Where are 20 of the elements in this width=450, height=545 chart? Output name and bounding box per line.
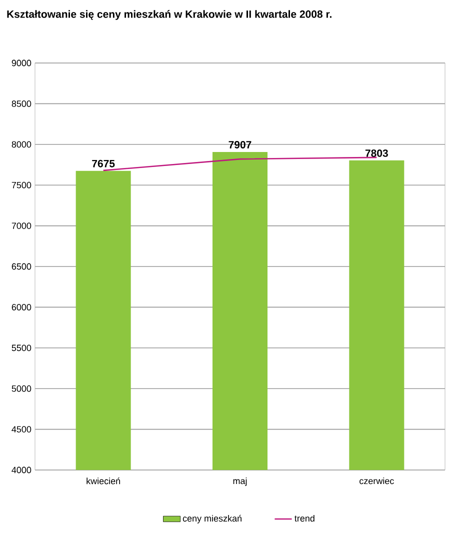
y-tick-label: 4500: [12, 426, 32, 432]
y-tick-label: 5500: [12, 344, 32, 352]
y-tick-label: 4000: [12, 466, 32, 474]
x-tick-label: czerwiec: [360, 478, 394, 484]
y-tick-label: 8500: [12, 100, 32, 107]
legend-label: trend: [294, 514, 314, 522]
y-tick-label: 5000: [12, 385, 32, 392]
y-tick-label: 6000: [12, 304, 32, 310]
data-label: 7803: [365, 149, 388, 157]
y-tick-label: 8000: [12, 141, 32, 148]
x-tick-label: kwiecień: [86, 478, 120, 484]
y-tick-label: 7500: [12, 182, 32, 188]
y-tick-label: 6500: [12, 263, 32, 270]
y-tick-label: 7000: [12, 222, 32, 229]
data-label: 7907: [228, 141, 252, 148]
y-tick-label: 9000: [12, 60, 32, 66]
data-label: 7675: [92, 160, 115, 168]
legend-label: ceny mieszkań: [182, 514, 242, 524]
chart-title: Kształtowanie się ceny mieszkań w Krakowie w II kwartale 2008 r.: [7, 10, 332, 20]
x-tick-label: maj: [233, 478, 247, 486]
